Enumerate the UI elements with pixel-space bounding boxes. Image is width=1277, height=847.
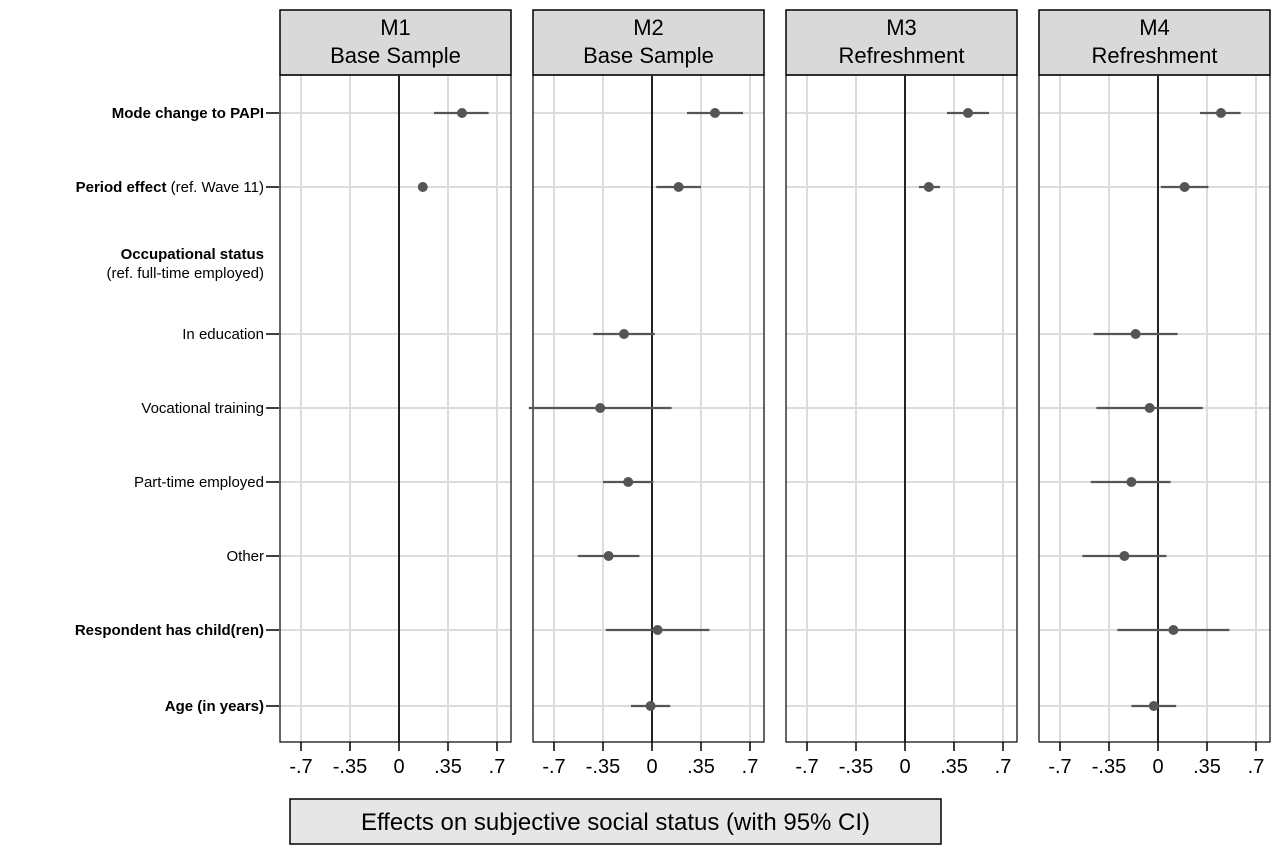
panel-1-point-4 — [595, 403, 606, 413]
panel-1-point-1 — [673, 182, 684, 192]
panel-1-point-7 — [652, 625, 663, 635]
panel-1-marks — [528, 75, 743, 742]
row-label-occupational-status-ref: (ref. full-time employed) — [106, 265, 264, 282]
panel-1-title-line2: Base Sample — [583, 43, 714, 68]
panel-1-point-3 — [619, 329, 629, 339]
panel-0-point-1 — [417, 182, 428, 192]
panel-0-gridlines — [280, 75, 511, 742]
panel-3-header-box — [1038, 9, 1271, 76]
panel-2-header-box — [785, 9, 1018, 76]
panel-0-title-line2: Base Sample — [330, 43, 461, 68]
panel-0-title-line1: M1 — [380, 15, 411, 40]
panel-2-tick-label-3: .35 — [940, 756, 968, 778]
panel-3-header: M4 Refreshment — [1038, 9, 1271, 76]
panel-2-point-1 — [923, 182, 934, 192]
panel-3-point-3 — [1130, 329, 1141, 339]
panel-3-tick-label-0: -.7 — [1048, 756, 1071, 778]
panel-3-point-6 — [1119, 551, 1130, 561]
panel-0-tick-label-3: .35 — [434, 756, 462, 778]
panel-3-tick-label-2: 0 — [1152, 756, 1163, 778]
panel-1-point-0 — [710, 108, 720, 118]
panel-3-tick-label-3: .35 — [1193, 756, 1221, 778]
panel-3-point-0 — [1216, 108, 1226, 118]
panel-3-tick-label-1: -.35 — [1092, 756, 1126, 778]
panel-2-frame — [785, 74, 1018, 743]
panel-3-point-4 — [1144, 403, 1155, 413]
row-label-part-time-employed: Part-time employed — [134, 474, 264, 491]
row-label-period-effect-main: Period effect — [76, 179, 167, 196]
panel-2-tick-label-2: 0 — [899, 756, 910, 778]
row-label-period-effect: Period effect (ref. Wave 11) — [76, 179, 264, 196]
panel-2-tick-label-1: -.35 — [839, 756, 873, 778]
row-label-has-children: Respondent has child(ren) — [75, 622, 264, 639]
panel-0-tick-label-4: .7 — [489, 756, 506, 778]
panel-1-point-6 — [603, 551, 614, 561]
panel-0-header: M1 Base Sample — [279, 9, 512, 76]
y-axis-row-labels: Mode change to PAPI Period effect (ref. … — [75, 105, 264, 715]
panel-3-x-ticks: -.7 -.35 0 .35 .7 — [1048, 742, 1264, 778]
panel-1-tick-label-0: -.7 — [542, 756, 565, 778]
row-label-vocational-training: Vocational training — [141, 400, 264, 417]
panel-3-tick-label-4: .7 — [1248, 756, 1265, 778]
row-label-in-education: In education — [182, 326, 264, 343]
panel-0-x-ticks: -.7 -.35 0 .35 .7 — [289, 742, 505, 778]
row-label-age: Age (in years) — [165, 698, 264, 715]
panel-0-tick-label-1: -.35 — [333, 756, 367, 778]
panel-3-point-1 — [1179, 182, 1190, 192]
panel-0-tick-label-0: -.7 — [289, 756, 312, 778]
row-label-mode-change: Mode change to PAPI — [112, 105, 264, 122]
panel-2-gridlines — [786, 75, 1017, 742]
panel-3-point-8 — [1148, 701, 1159, 711]
x-axis-title-text: Effects on subjective social status (wit… — [361, 809, 870, 836]
panel-2: M3 Refreshment -.7 -.35 0 .35 .7 — [785, 9, 1018, 778]
panel-2-header: M3 Refreshment — [785, 9, 1018, 76]
panel-1-header: M2 Base Sample — [532, 9, 765, 76]
x-axis-title: Effects on subjective social status (wit… — [289, 798, 942, 845]
panel-1-point-8 — [645, 701, 656, 711]
panel-1-point-5 — [623, 477, 634, 487]
panel-3-marks — [1082, 75, 1241, 742]
panel-0-frame — [279, 74, 512, 743]
x-axis-title-box — [289, 798, 942, 845]
panel-3: M4 Refreshment -.7 -.35 0 .35 .7 — [1038, 9, 1271, 778]
panel-1-title-line1: M2 — [633, 15, 664, 40]
panel-0-header-box — [279, 9, 512, 76]
panel-2-title-line1: M3 — [886, 15, 917, 40]
panel-2-tick-label-4: .7 — [995, 756, 1012, 778]
panel-3-title-line2: Refreshment — [1092, 43, 1218, 68]
row-label-occupational-status: Occupational status — [121, 246, 264, 263]
panel-0: M1 Base Sample -.7 -.35 0 .35 .7 — [279, 9, 512, 778]
panel-0-tick-label-2: 0 — [393, 756, 404, 778]
panel-1-tick-label-3: .35 — [687, 756, 715, 778]
row-label-period-effect-ref: (ref. Wave 11) — [166, 179, 264, 196]
panel-1-tick-label-2: 0 — [646, 756, 657, 778]
panel-3-point-5 — [1126, 477, 1137, 487]
panel-3-title-line1: M4 — [1139, 15, 1170, 40]
panel-0-point-0 — [457, 108, 467, 118]
panel-3-frame — [1038, 74, 1271, 743]
panel-1-tick-label-1: -.35 — [586, 756, 620, 778]
panel-1: M2 Base Sample -.7 -.35 0 .35 .7 — [528, 9, 765, 778]
row-tick-marks — [266, 112, 279, 707]
panel-2-title-line2: Refreshment — [839, 43, 965, 68]
panel-1-x-ticks: -.7 -.35 0 .35 .7 — [542, 742, 758, 778]
panel-1-header-box — [532, 9, 765, 76]
panel-2-marks — [904, 75, 989, 742]
panel-0-marks — [398, 75, 489, 742]
panel-1-tick-label-4: .7 — [742, 756, 759, 778]
panel-2-point-0 — [963, 108, 973, 118]
panel-2-x-ticks: -.7 -.35 0 .35 .7 — [795, 742, 1011, 778]
row-label-other: Other — [226, 548, 264, 565]
panel-2-tick-label-0: -.7 — [795, 756, 818, 778]
panel-3-point-7 — [1168, 625, 1179, 635]
